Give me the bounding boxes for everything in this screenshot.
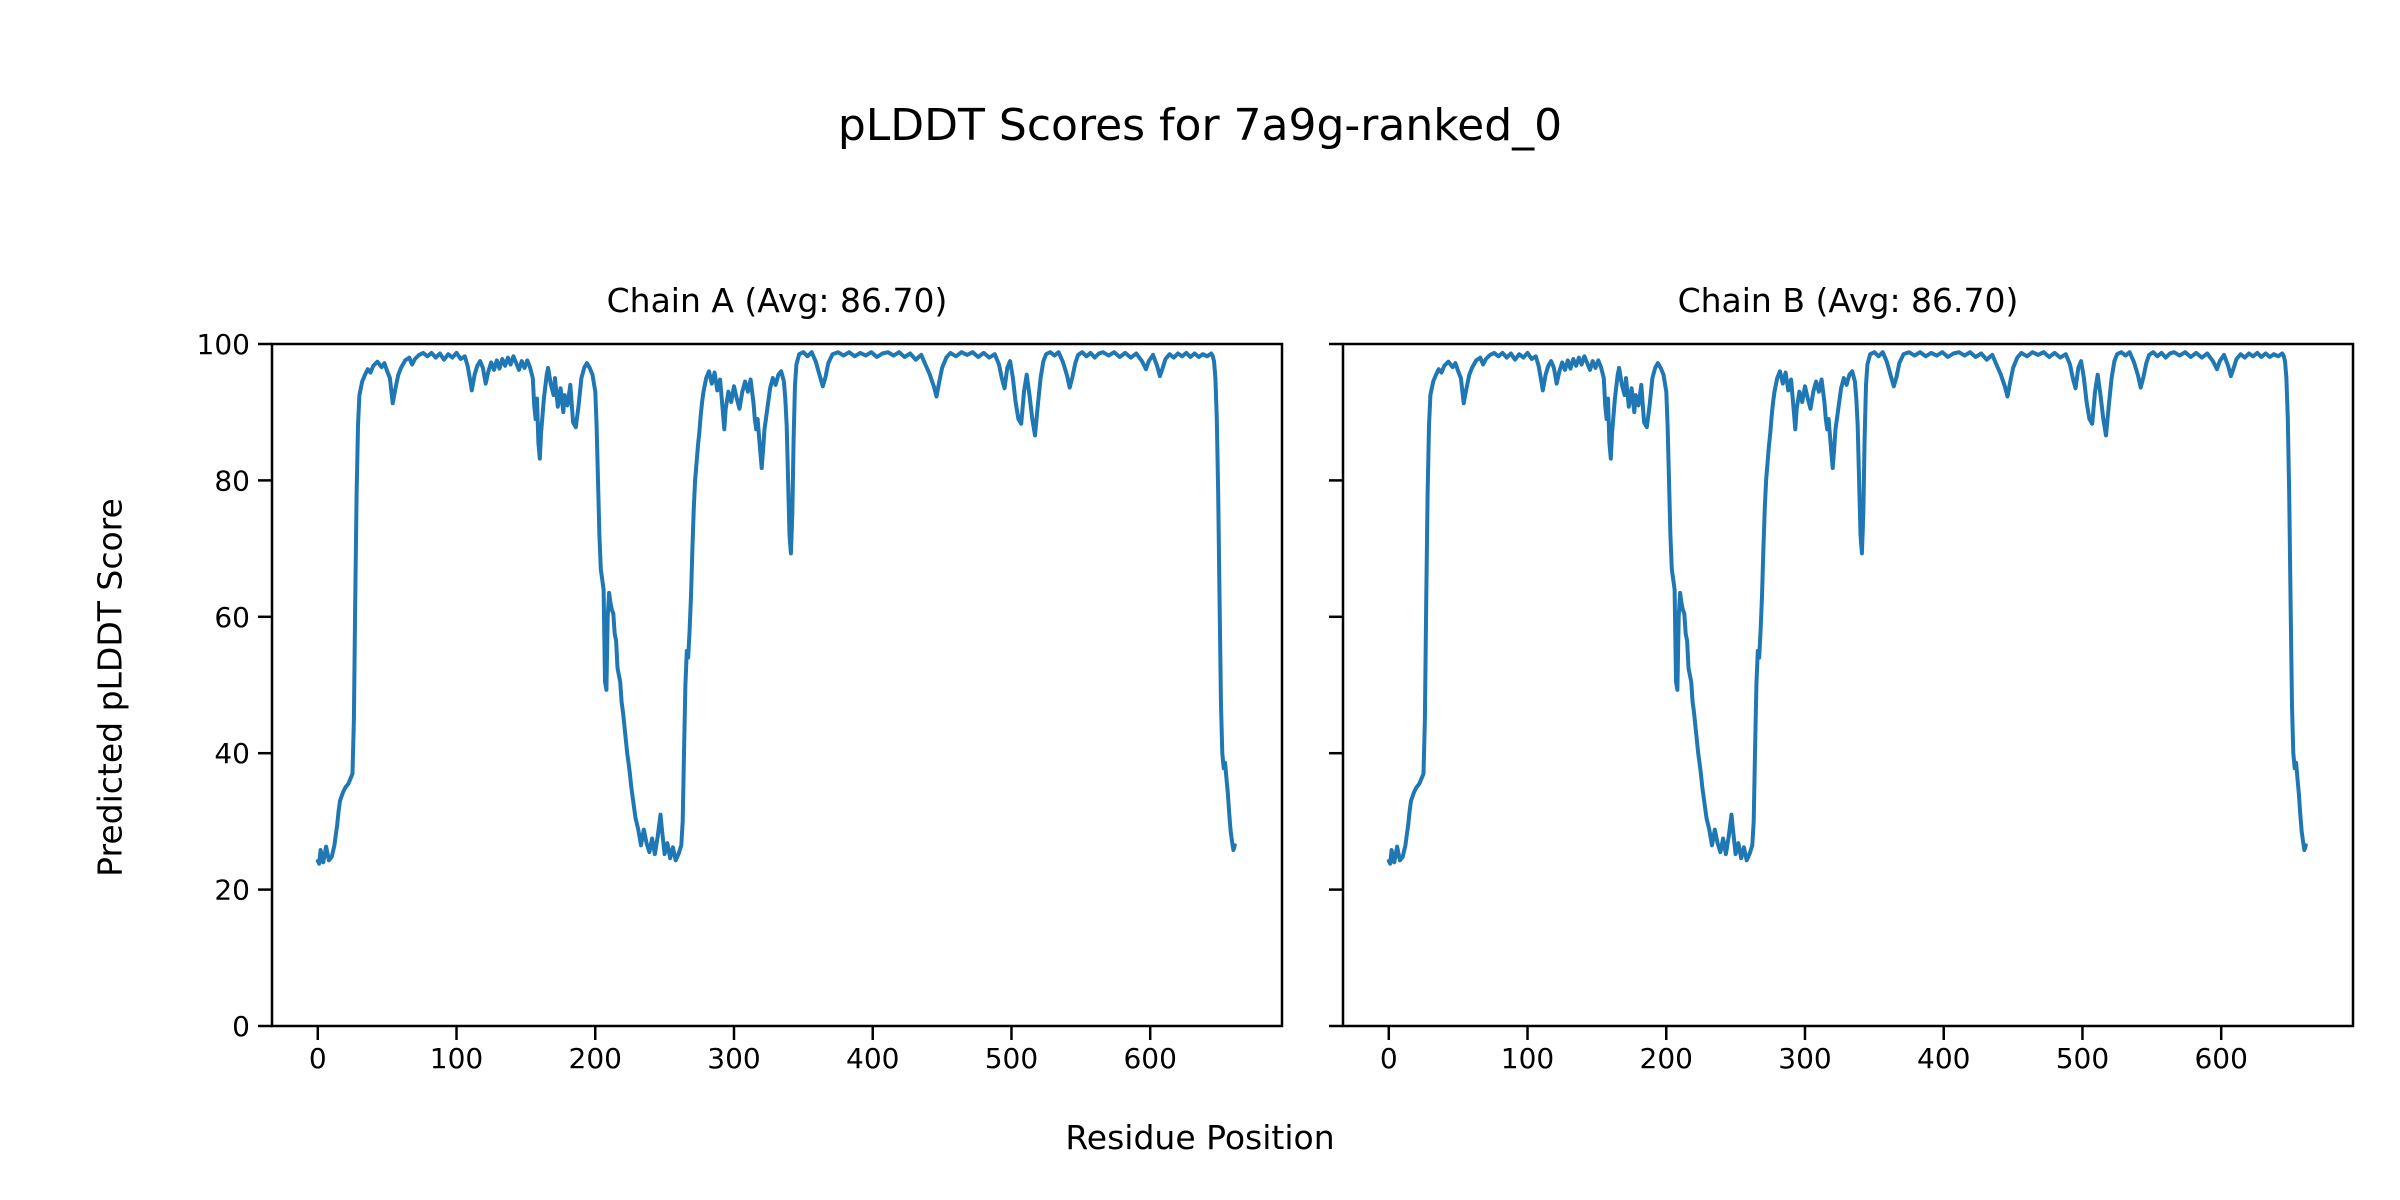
plddt-line-chain-a — [315, 350, 1237, 866]
chain-a-title: Chain A (Avg: 86.70) — [606, 281, 948, 320]
y-tick-label: 100 — [197, 328, 250, 361]
y-tick-label: 40 — [214, 737, 250, 770]
axes-chain-a: 0 100 200 300 400 500 600 0 20 40 60 80 100 — [197, 328, 1284, 1075]
x-tick-label: 600 — [2194, 1042, 2247, 1075]
chain-b-title: Chain B (Avg: 86.70) — [1677, 281, 2019, 320]
figure-title: pLDDT Scores for 7a9g-ranked_0 — [837, 100, 1563, 151]
y-tick-label: 60 — [214, 601, 250, 634]
x-tick-label: 400 — [846, 1042, 899, 1075]
axes-box — [270, 342, 1284, 1028]
x-tick-label: 100 — [1501, 1042, 1554, 1075]
x-tick-label: 300 — [707, 1042, 760, 1075]
x-tick-label: 500 — [985, 1042, 1038, 1075]
y-tick-label: 80 — [214, 464, 250, 497]
x-axis-label: Residue Position — [1065, 1118, 1335, 1157]
y-tick-label: 0 — [232, 1010, 250, 1043]
x-tick-label: 400 — [1917, 1042, 1970, 1075]
plddt-line-chain-b — [1386, 350, 2308, 866]
x-tick-label: 0 — [309, 1042, 327, 1075]
x-tick-label: 200 — [1640, 1042, 1693, 1075]
x-tick-label: 300 — [1778, 1042, 1831, 1075]
x-tick-label: 500 — [2056, 1042, 2109, 1075]
x-tick-label: 200 — [569, 1042, 622, 1075]
axes-box — [1341, 342, 2355, 1028]
axes-chain-b: 0 100 200 300 400 500 600 — [1329, 342, 2355, 1075]
x-tick-label: 0 — [1380, 1042, 1398, 1075]
x-tick-label: 600 — [1123, 1042, 1176, 1075]
y-tick-label: 20 — [214, 874, 250, 907]
x-tick-label: 100 — [430, 1042, 483, 1075]
